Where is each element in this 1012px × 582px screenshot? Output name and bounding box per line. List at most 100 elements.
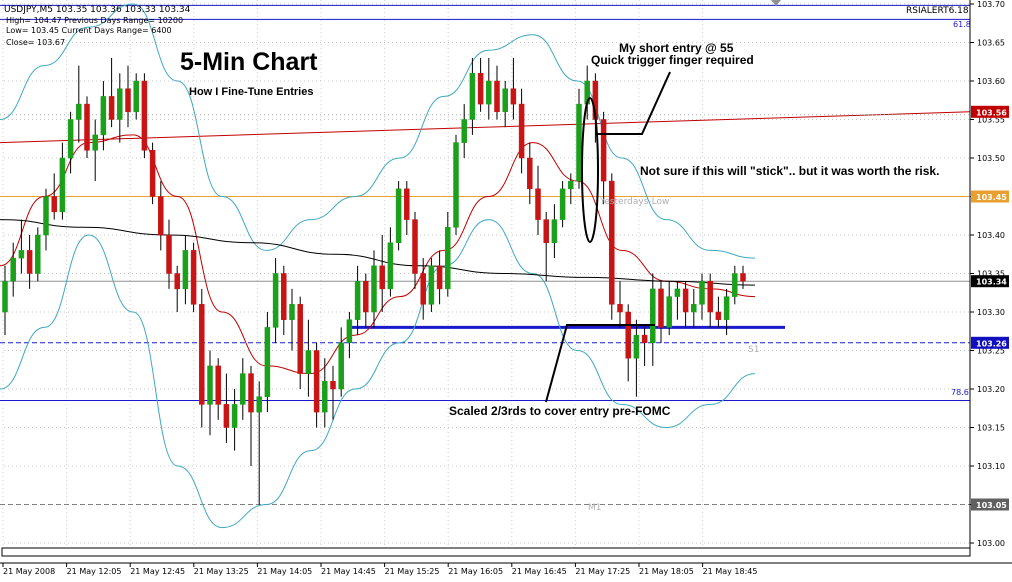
y-tick-label: 103.50 — [977, 154, 1005, 163]
price-tag-label: 103.05 — [976, 501, 1007, 510]
bollinger-upper-band — [0, 3, 756, 259]
candle-bearish — [404, 188, 410, 220]
candle-bullish — [231, 404, 238, 428]
candle-bearish — [740, 273, 746, 282]
candle-bullish — [576, 103, 582, 182]
annotation-entry: My short entry @ 55 — [619, 41, 734, 55]
candle-bullish — [502, 88, 508, 113]
info-line-high: High= 104.47 Previous Days Range= 10200 — [6, 16, 183, 25]
candle-bullish — [35, 234, 41, 274]
candle-bearish — [297, 304, 303, 374]
x-tick-label: 21 May 15:25 — [385, 567, 440, 576]
y-tick-label: 103.15 — [977, 424, 1005, 433]
price-tag — [971, 190, 1009, 203]
x-tick-label: 21 May 14:45 — [321, 567, 376, 576]
candle-bullish — [428, 265, 435, 305]
y-tick-label: 103.55 — [977, 116, 1005, 125]
candle-bearish — [363, 280, 369, 313]
info-line-low: Low= 103.45 Current Days Range= 6400 — [6, 26, 172, 35]
candle-bullish — [453, 142, 459, 228]
candle-bullish — [305, 350, 312, 374]
candle-bearish — [658, 288, 664, 328]
candle-bearish — [166, 234, 172, 274]
candle-bearish — [174, 273, 180, 290]
candle-bullish — [59, 157, 66, 213]
candle-bullish — [674, 288, 681, 297]
candle-bearish — [281, 273, 287, 320]
candle-bearish — [641, 334, 648, 344]
candle-bearish — [108, 96, 115, 120]
slow-moving-average — [0, 219, 756, 286]
candle-bearish — [330, 381, 336, 390]
candle-bullish — [395, 188, 402, 243]
chart-title: 5-Min Chart — [180, 48, 318, 76]
candle-bearish — [707, 280, 713, 313]
candle-bearish — [199, 304, 205, 405]
candle-bullish — [461, 119, 467, 143]
x-tick-label: 21 May 18:05 — [639, 567, 694, 576]
candle-bullish — [43, 196, 49, 236]
candle-bearish — [141, 80, 148, 151]
candle-bearish — [420, 273, 426, 305]
y-tick-label: 103.20 — [977, 385, 1005, 394]
indicator-label: RSIALERT6.18 — [906, 6, 969, 16]
candle-bearish — [158, 196, 164, 236]
chart-shift-marker[interactable] — [771, 0, 781, 6]
candle-bearish — [149, 150, 156, 197]
y-tick-label: 103.10 — [977, 462, 1005, 471]
candle-bullish — [289, 304, 295, 320]
trend-line — [0, 111, 971, 144]
candle-bearish — [510, 88, 517, 105]
chart-subtitle: How I Fine-Tune Entries — [189, 86, 313, 98]
s1-label: S1 — [748, 345, 759, 355]
price-tags: 103.56 103.45 103.34 103.26 103.05 — [971, 105, 1009, 511]
candle-bearish — [715, 311, 722, 320]
x-tick-label: 21 May 16:05 — [448, 567, 503, 576]
entry-highlight-ellipse — [581, 97, 599, 243]
candle-bullish — [387, 242, 394, 290]
candle-bullish — [650, 288, 656, 344]
annotation-scaled: Scaled 2/3rds to cover entry pre-FOMC — [449, 404, 671, 418]
price-tag — [971, 105, 1009, 118]
y-tick-label: 103.25 — [977, 347, 1005, 356]
candles — [2, 57, 746, 505]
fib-61-8-label: 61.8 — [953, 20, 971, 29]
time-axis: 21 May 2008 21 May 12:05 21 May 12:45 21 Ma… — [2, 563, 757, 576]
x-tick-label: 21 May 13:25 — [194, 567, 249, 576]
y-tick-label: 103.40 — [977, 231, 1005, 240]
candle-bearish — [527, 157, 533, 190]
y-tick-label: 103.65 — [977, 39, 1005, 48]
price-tag-label: 103.45 — [976, 193, 1007, 202]
candle-bullish — [272, 273, 279, 328]
candle-bullish — [100, 96, 107, 136]
candle-bullish — [117, 88, 123, 120]
candle-bullish — [76, 103, 82, 120]
candle-bullish — [2, 280, 8, 313]
candle-bullish — [322, 381, 328, 413]
candle-bearish — [518, 103, 525, 159]
annotation-trigger: Quick trigger finger required — [591, 53, 754, 67]
candle-bearish — [682, 288, 689, 313]
price-tag — [971, 498, 1009, 511]
candle-bullish — [10, 257, 16, 282]
candle-bullish — [240, 373, 246, 405]
candle-bearish — [436, 265, 443, 290]
y-tick-label: 103.70 — [977, 0, 1005, 9]
candle-bearish — [215, 365, 221, 405]
candle-bullish — [732, 273, 738, 297]
indicator-subpanel — [1, 547, 971, 557]
candle-bullish — [691, 304, 697, 313]
candle-bullish — [469, 73, 476, 120]
candle-bearish — [51, 196, 57, 213]
annotation-stick: Not sure if this will "stick".. but it w… — [640, 164, 939, 178]
candle-bullish — [551, 219, 558, 243]
candle-bearish — [190, 250, 197, 305]
candle-bullish — [18, 250, 25, 259]
candle-bullish — [67, 119, 74, 159]
candle-bullish — [633, 334, 640, 359]
annotation-marks — [545, 71, 671, 403]
candle-bullish — [346, 319, 353, 344]
candle-bearish — [248, 373, 254, 413]
